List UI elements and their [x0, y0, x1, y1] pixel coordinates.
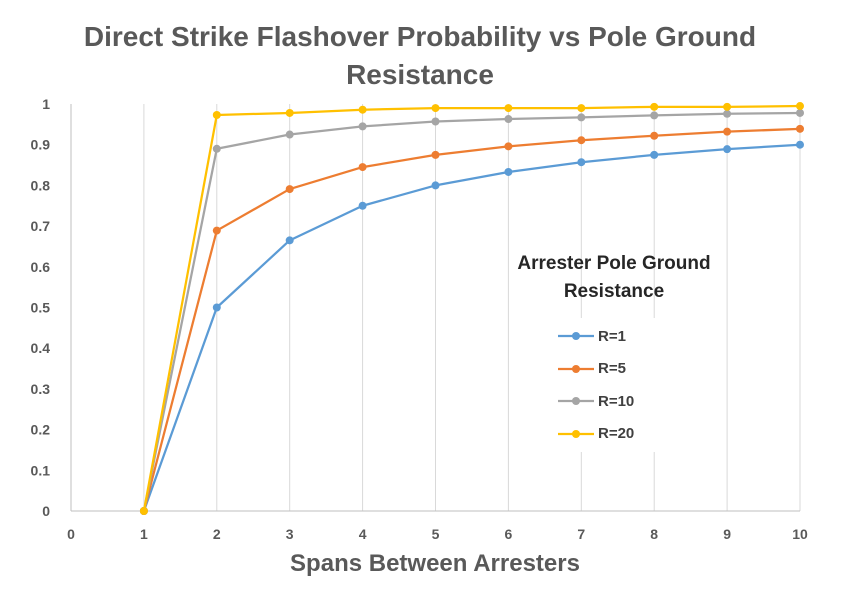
y-tick-label: 0 [42, 503, 50, 519]
legend-item-r-1: R=1 [558, 320, 672, 353]
data-point-r-20 [577, 104, 586, 113]
y-tick-label: 0.6 [31, 259, 51, 275]
data-point-r-10 [796, 108, 804, 117]
x-tick-label: 0 [67, 526, 75, 542]
data-point-r-20 [796, 102, 804, 111]
legend-item-r-10: R=10 [558, 385, 672, 418]
legend-swatch [558, 364, 594, 373]
series-line-r-1 [142, 143, 801, 512]
data-point-r-1 [212, 303, 221, 312]
data-point-r-1 [358, 201, 367, 210]
data-point-r-20 [285, 108, 294, 117]
x-tick-label: 10 [792, 526, 808, 542]
tick-labels: 0 1 2 3 4 5 6 7 8 9 10 0 0.1 0.2 0.3 0.4 0.5 0.6 0.7 0.8 0.9… [31, 96, 808, 542]
y-tick-label: 0.4 [31, 340, 51, 356]
data-point-r-10 [358, 122, 367, 131]
data-point-r-20 [723, 102, 732, 111]
data-point-r-1 [723, 145, 732, 154]
data-point-r-10 [504, 115, 513, 124]
legend-swatch [558, 397, 594, 406]
series-line-r-5 [142, 127, 801, 512]
legend-swatch [558, 429, 594, 438]
legend-label: R=20 [598, 425, 635, 443]
legend-swatch [558, 332, 594, 341]
y-tick-label: 1 [42, 96, 50, 112]
data-point-r-20 [650, 102, 659, 111]
data-point-r-10 [577, 113, 586, 122]
data-point-r-5 [358, 163, 367, 172]
data-point-r-20 [431, 104, 440, 113]
data-point-r-10 [285, 130, 294, 139]
x-tick-label: 9 [723, 526, 731, 542]
series-lines [139, 102, 804, 515]
y-tick-label: 0.5 [31, 300, 51, 316]
legend-item-r-20: R=20 [558, 418, 672, 451]
y-tick-label: 0.2 [31, 422, 51, 438]
x-tick-label: 6 [505, 526, 513, 542]
data-point-r-10 [212, 144, 221, 153]
data-point-r-5 [431, 150, 440, 159]
axis-lines [70, 104, 800, 512]
data-point-r-5 [504, 142, 513, 151]
data-point-r-5 [796, 124, 804, 133]
legend-title: Arrester Pole Ground Resistance [517, 253, 711, 302]
data-point-r-1 [796, 140, 804, 149]
x-tick-label: 3 [286, 526, 294, 542]
legend-label: R=5 [598, 360, 626, 378]
x-tick-label: 7 [577, 526, 585, 542]
data-point-r-20 [212, 110, 221, 119]
data-point-r-10 [431, 117, 440, 126]
y-tick-label: 0.9 [31, 137, 51, 153]
data-point-r-5 [212, 226, 221, 235]
data-point-r-20 [139, 507, 148, 515]
data-point-r-10 [723, 109, 732, 118]
data-point-r-1 [431, 181, 440, 190]
data-point-r-5 [285, 185, 294, 194]
series-line-r-20 [142, 104, 801, 512]
x-tick-label: 2 [213, 526, 221, 542]
y-tick-label: 0.7 [31, 218, 51, 234]
data-point-r-1 [504, 167, 513, 176]
legend-item-r-5: R=5 [558, 353, 672, 386]
x-tick-label: 1 [140, 526, 148, 542]
data-point-r-20 [504, 104, 513, 113]
y-tick-label: 0.8 [31, 177, 51, 193]
legend: Arrester Pole Ground Resistance R=1 R=5 R=… [500, 250, 728, 452]
data-point-r-5 [723, 127, 732, 136]
data-point-r-20 [358, 105, 367, 114]
data-point-r-1 [285, 236, 294, 245]
data-point-r-1 [650, 150, 659, 159]
legend-entries: R=1 R=5 R=10 R=20 [558, 318, 672, 452]
data-point-r-1 [577, 158, 586, 167]
data-point-r-5 [650, 131, 659, 140]
y-tick-label: 0.1 [31, 462, 51, 478]
chart-title: Direct Strike Flashover Probability vs P… [83, 21, 757, 90]
x-tick-label: 5 [432, 526, 440, 542]
x-tick-label: 4 [359, 526, 367, 542]
x-tick-label: 8 [650, 526, 658, 542]
y-tick-label: 0.3 [31, 381, 51, 397]
x-axis-label: Spans Between Arresters [290, 550, 580, 577]
series-line-r-10 [142, 111, 801, 512]
legend-label: R=1 [598, 327, 626, 345]
data-point-r-10 [650, 111, 659, 120]
legend-label: R=10 [598, 392, 635, 410]
data-point-r-5 [577, 136, 586, 145]
